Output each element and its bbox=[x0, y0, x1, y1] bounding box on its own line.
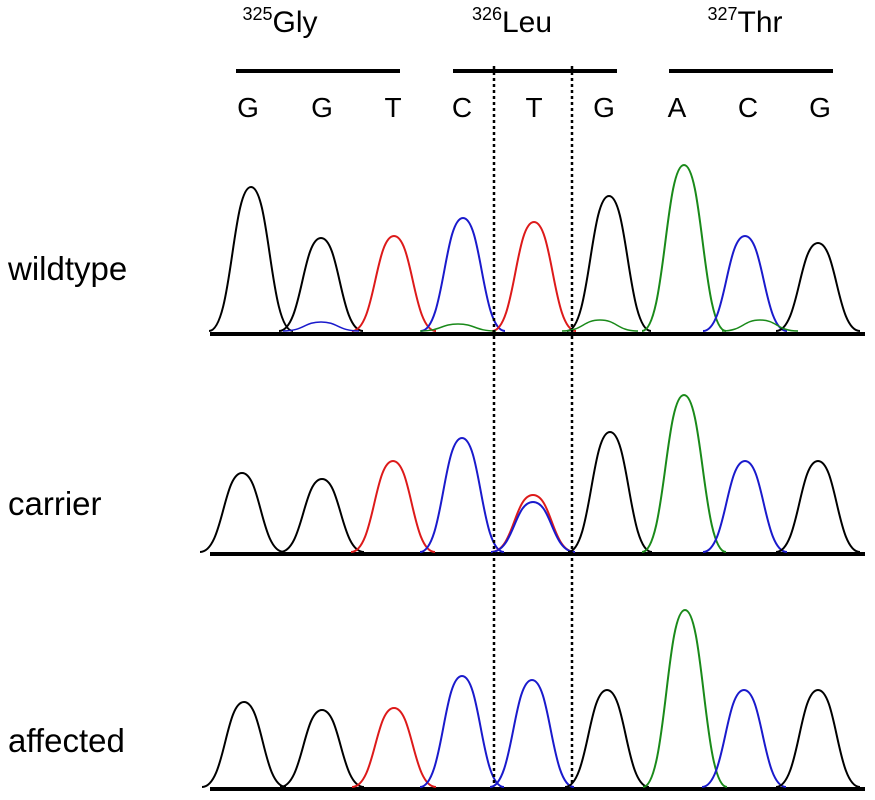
trace-peak bbox=[278, 236, 364, 332]
trace-peak bbox=[279, 708, 365, 788]
trace-peak bbox=[564, 688, 650, 788]
base-letter: T bbox=[384, 92, 402, 123]
trace-peak bbox=[279, 477, 365, 553]
trace-peak bbox=[491, 220, 577, 332]
trace-peak bbox=[701, 688, 787, 788]
base-letter: G bbox=[237, 92, 259, 123]
base-letter: T bbox=[525, 92, 543, 123]
trace-peak bbox=[775, 241, 861, 332]
base-letter: G bbox=[311, 92, 333, 123]
sample-label-affected: affected bbox=[8, 722, 125, 759]
trace-peak bbox=[419, 436, 505, 553]
trace-peak bbox=[199, 471, 285, 553]
base-letter: C bbox=[451, 92, 473, 123]
trace-peak bbox=[208, 185, 294, 332]
trace-peak bbox=[775, 459, 861, 553]
trace-peak bbox=[642, 608, 728, 788]
trace-peak bbox=[702, 234, 788, 332]
trace-peak bbox=[567, 430, 653, 553]
trace-peak bbox=[490, 500, 576, 553]
base-letter: C bbox=[737, 92, 759, 123]
base-letter: G bbox=[593, 92, 615, 123]
trace-minor-peak bbox=[721, 319, 799, 332]
codon-label-326: 326Leu bbox=[471, 4, 553, 39]
trace-peak bbox=[350, 459, 436, 553]
trace-peak bbox=[201, 700, 287, 788]
sample-label-carrier: carrier bbox=[8, 485, 102, 522]
base-letter: G bbox=[809, 92, 831, 123]
trace-peak bbox=[566, 194, 652, 332]
trace-peak bbox=[490, 493, 576, 553]
trace-peak bbox=[775, 688, 861, 788]
trace-peak bbox=[351, 234, 437, 332]
trace-peak bbox=[641, 163, 727, 332]
trace-peak bbox=[351, 706, 437, 788]
trace-peak bbox=[641, 393, 727, 553]
trace-minor-peak bbox=[561, 319, 639, 332]
trace-peak bbox=[419, 674, 505, 788]
trace-peak bbox=[702, 459, 788, 553]
codon-label-327: 327Thr bbox=[707, 4, 783, 39]
base-letter: A bbox=[667, 92, 687, 123]
trace-minor-peak bbox=[419, 323, 497, 332]
trace-peak bbox=[420, 216, 506, 332]
codon-label-325: 325Gly bbox=[242, 4, 318, 39]
sample-label-wildtype: wildtype bbox=[8, 250, 128, 287]
trace-peak bbox=[489, 678, 575, 788]
trace-minor-peak bbox=[282, 321, 360, 332]
